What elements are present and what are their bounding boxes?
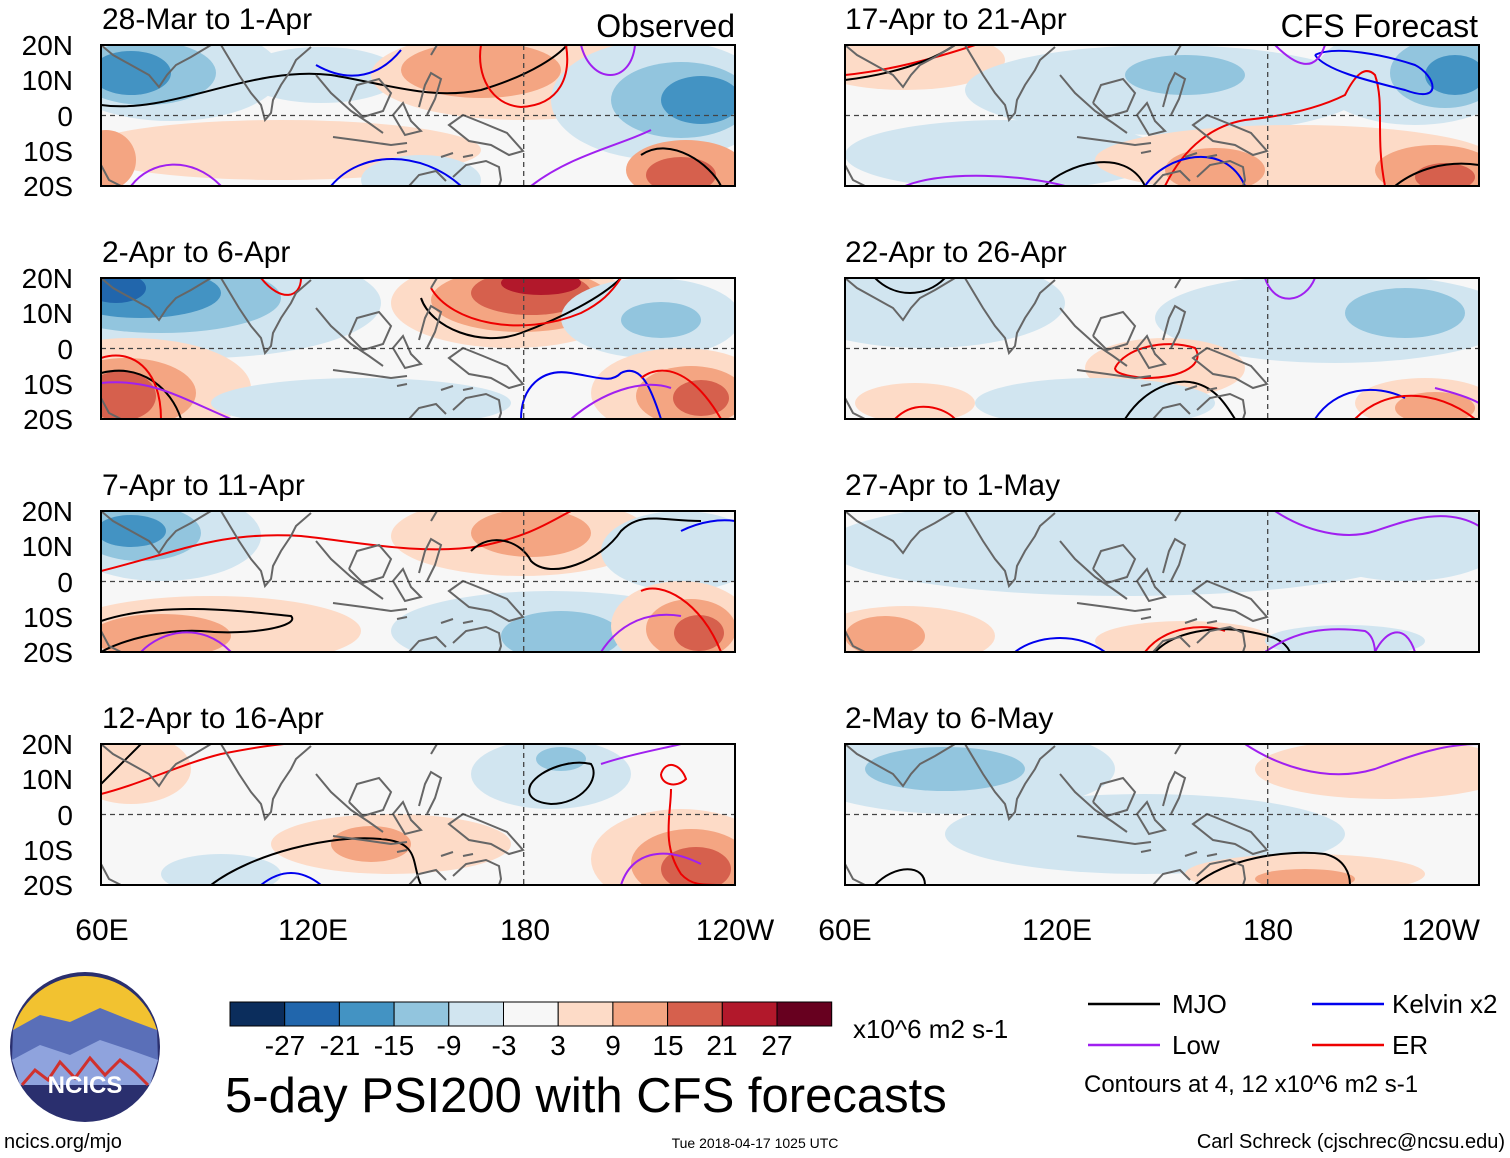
lat-label: 20N	[22, 729, 73, 760]
panel-title: 28-Mar to 1-Apr	[102, 3, 312, 36]
lat-label: 20N	[22, 263, 73, 294]
lat-label: 0	[57, 334, 73, 365]
lat-label: 10S	[23, 602, 73, 633]
map-panel-fcst-4	[844, 743, 1480, 886]
contour-legend: MJO Kelvin x2 Low ER Contours at 4, 12 x…	[1084, 989, 1498, 1098]
lon-label: 120E	[278, 914, 348, 947]
lat-label: 20S	[23, 404, 73, 435]
lon-label: 120E	[1022, 914, 1092, 947]
website-link[interactable]: ncics.org/mjo	[4, 1131, 122, 1153]
lat-label: 10N	[22, 298, 73, 329]
lat-label: 20S	[23, 171, 73, 202]
lat-label: 20S	[23, 637, 73, 668]
colorbar-tick: 3	[550, 1030, 566, 1061]
author-credit: Carl Schreck (cjschrec@ncsu.edu)	[1197, 1131, 1505, 1153]
lat-axis-labels: 20N 10N 0 10S 20S 20N 10N 0 10S 20S 20N …	[22, 30, 73, 901]
panel-title: 7-Apr to 11-Apr	[102, 469, 305, 502]
colorbar-tick: 15	[652, 1030, 683, 1061]
lon-label: 180	[1243, 914, 1293, 947]
legend-label-low: Low	[1172, 1030, 1220, 1060]
map-panel-obs-2	[100, 277, 736, 420]
colorbar-swatch	[612, 1001, 669, 1027]
panel-title: 2-May to 6-May	[845, 702, 1053, 735]
colorbar-swatch	[667, 1001, 723, 1027]
panel-title: 12-Apr to 16-Apr	[102, 702, 324, 735]
colorbar-swatch	[393, 1001, 450, 1027]
column-label-observed: Observed	[596, 8, 735, 44]
colorbar-swatch	[284, 1001, 340, 1027]
column-label-forecast: CFS Forecast	[1281, 8, 1478, 44]
lat-label: 0	[57, 567, 73, 598]
colorbar	[229, 1001, 833, 1027]
panel-title: 22-Apr to 26-Apr	[845, 236, 1067, 269]
contour-note: Contours at 4, 12 x10^6 m2 s-1	[1084, 1071, 1418, 1098]
legend-label-kelvin: Kelvin x2	[1392, 989, 1498, 1019]
colorbar-swatch	[721, 1001, 778, 1027]
colorbar-tick: -21	[320, 1030, 360, 1061]
lat-label: 10S	[23, 369, 73, 400]
lat-label: 10S	[23, 835, 73, 866]
lon-label: 60E	[75, 914, 128, 947]
lon-label: 60E	[818, 914, 871, 947]
lat-label: 10S	[23, 136, 73, 167]
main-title: 5-day PSI200 with CFS forecasts	[225, 1069, 947, 1123]
lat-label: 10N	[22, 65, 73, 96]
colorbar-units: x10^6 m2 s-1	[853, 1014, 1008, 1044]
colorbar-tick: 21	[706, 1030, 737, 1061]
lon-axis-labels: 60E 120E 180 120W 60E 120E 180 120W	[75, 914, 1480, 947]
timestamp: Tue 2018-04-17 1025 UTC	[672, 1135, 839, 1151]
map-panel-fcst-1	[844, 44, 1480, 187]
colorbar-swatch	[503, 1001, 559, 1027]
map-panel-fcst-2	[844, 277, 1480, 420]
colorbar-tick: 27	[761, 1030, 792, 1061]
lon-label: 120W	[696, 914, 775, 947]
panel-title: 2-Apr to 6-Apr	[102, 236, 290, 269]
lat-label: 20N	[22, 30, 73, 61]
map-panel-obs-3	[100, 510, 736, 653]
lat-label: 10N	[22, 531, 73, 562]
legend-label-er: ER	[1392, 1030, 1428, 1060]
lat-label: 0	[57, 800, 73, 831]
lat-label: 20S	[23, 870, 73, 901]
panel-title: 17-Apr to 21-Apr	[845, 3, 1067, 36]
colorbar-ticks: -27 -21 -15 -9 -3 3 9 15 21 27	[265, 1030, 793, 1061]
colorbar-swatch	[338, 1001, 395, 1027]
map-panel-obs-4	[100, 743, 736, 886]
colorbar-swatch	[448, 1001, 504, 1027]
colorbar-tick: -27	[265, 1030, 305, 1061]
map-panel-fcst-3	[844, 510, 1480, 653]
lon-label: 180	[500, 914, 550, 947]
colorbar-tick: -3	[492, 1030, 517, 1061]
colorbar-tick: -15	[374, 1030, 414, 1061]
colorbar-swatch	[557, 1001, 614, 1027]
lon-label: 120W	[1402, 914, 1481, 947]
ncics-logo: NCICS	[10, 972, 160, 1122]
lat-label: 10N	[22, 764, 73, 795]
map-panel-obs-1	[100, 44, 736, 187]
lat-label: 0	[57, 101, 73, 132]
colorbar-swatch	[229, 1001, 286, 1027]
colorbar-tick: 9	[605, 1030, 621, 1061]
logo-text: NCICS	[48, 1072, 123, 1099]
panel-title: 27-Apr to 1-May	[845, 469, 1060, 502]
colorbar-tick: -9	[437, 1030, 462, 1061]
lat-label: 20N	[22, 496, 73, 527]
colorbar-swatch	[776, 1001, 833, 1027]
legend-label-mjo: MJO	[1172, 989, 1227, 1019]
